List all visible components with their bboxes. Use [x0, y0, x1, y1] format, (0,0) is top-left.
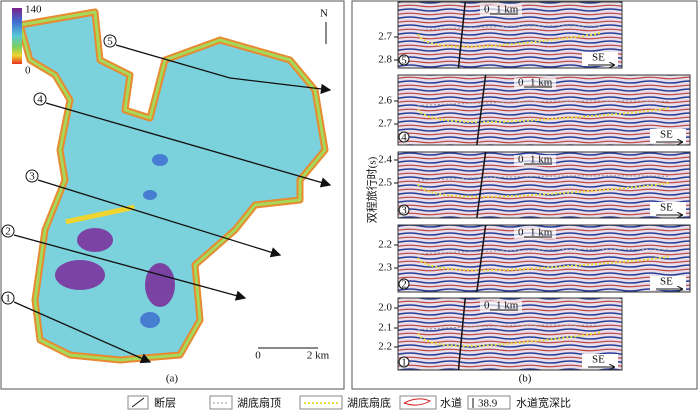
line-marker	[103, 34, 117, 48]
legend-label: 湖底扇底	[347, 396, 391, 410]
y-tick-label: 2.0	[378, 302, 392, 314]
line-number: 4	[37, 94, 43, 106]
fault	[457, 297, 466, 371]
scale-start: 0	[518, 227, 524, 239]
line-number: 5	[107, 36, 113, 48]
legend-label: 38.9	[478, 398, 498, 410]
fan-bottom	[417, 254, 671, 272]
label-box	[514, 228, 556, 239]
scale-start: 0	[484, 300, 490, 312]
legend-label: 断层	[154, 396, 176, 410]
direction: SE	[592, 52, 605, 64]
panel-number: 1	[401, 357, 407, 369]
y-tick-label: 2.7	[378, 118, 392, 130]
direction: SE	[660, 129, 673, 141]
panel-number: 4	[401, 132, 407, 144]
fan-bottom	[417, 106, 671, 124]
scale-end: 1 km	[530, 227, 553, 239]
direction: SE	[592, 354, 605, 366]
survey-line	[13, 301, 152, 364]
line-marker	[1, 224, 15, 238]
scale-end: 1 km	[496, 4, 519, 16]
panel-number: 2	[401, 279, 407, 291]
fault	[476, 224, 487, 293]
panel-label: (a)	[166, 373, 179, 385]
scale-end: 1 km	[530, 154, 553, 166]
y-tick-label: 2.8	[378, 54, 392, 66]
y-tick-label: 2.3	[378, 262, 392, 274]
panel-number: 5	[401, 55, 407, 67]
line-marker	[1, 291, 15, 305]
y-tick-label: 2.4	[378, 154, 392, 166]
panel-marker	[398, 131, 410, 143]
panel-number: 3	[401, 205, 407, 217]
scale-end: 1 km	[530, 77, 553, 89]
legend-key	[399, 395, 437, 410]
label-box	[480, 301, 522, 312]
y-tick-label: 2.6	[378, 95, 392, 107]
legend-key	[209, 395, 233, 410]
map-feature	[65, 204, 135, 225]
colorbar-min: 0	[25, 65, 31, 77]
survey-line	[37, 179, 282, 258]
y-tick-label: 2.2	[378, 341, 392, 353]
y-tick-label: 2.5	[378, 177, 392, 189]
map-area	[16, 8, 329, 364]
fan-bottom	[417, 181, 671, 198]
label-box	[514, 155, 556, 166]
legend-key	[467, 395, 511, 410]
amplitude-highs	[55, 154, 175, 328]
panel-marker	[398, 204, 410, 216]
direction: SE	[660, 202, 673, 214]
panel-marker	[398, 278, 410, 290]
label-box	[480, 5, 522, 16]
legend-label: 水道	[440, 396, 462, 410]
fault	[476, 151, 487, 219]
panel-marker	[398, 54, 410, 66]
y-axis-label: 双程旅行时(s)	[365, 156, 379, 223]
scale-start: 0	[255, 350, 261, 362]
fan-top	[417, 248, 671, 255]
y-tick-label: 2.7	[378, 31, 392, 43]
fan-top	[417, 100, 671, 106]
legend-label: 湖底扇顶	[237, 396, 281, 410]
line-marker	[25, 169, 39, 183]
direction: SE	[660, 276, 673, 288]
panel-marker	[398, 356, 410, 368]
scale-start: 0	[484, 4, 490, 16]
panel-label: (b)	[519, 373, 532, 385]
north-label: N	[320, 8, 328, 20]
panel-frame	[0, 0, 345, 390]
scale-start: 0	[518, 154, 524, 166]
y-tick-label: 2.2	[378, 239, 392, 251]
scale-start: 0	[518, 77, 524, 89]
legend-key	[299, 395, 343, 410]
legend-key	[403, 398, 432, 406]
legend-label: 水道宽深比	[516, 396, 571, 410]
scale-end: 2 km	[307, 350, 330, 362]
line-number: 2	[5, 226, 11, 238]
panel-frame	[351, 0, 698, 390]
survey-line	[115, 44, 332, 95]
colorbar-max: 140	[25, 4, 42, 16]
scale-end: 1 km	[496, 300, 519, 312]
line-number: 3	[29, 171, 35, 183]
map-edge	[18, 10, 327, 362]
fan-top	[417, 25, 603, 31]
legend: 断层 湖底扇顶 湖底扇底 水道 38.9 水道宽深比	[127, 395, 571, 410]
fault	[457, 1, 466, 69]
survey-line	[45, 102, 332, 188]
line-marker	[33, 92, 47, 106]
legend-key	[131, 397, 145, 408]
line-number: 1	[5, 293, 11, 305]
colorbar	[12, 8, 22, 64]
survey-line	[13, 234, 247, 301]
label-box	[514, 78, 556, 89]
fan-top	[417, 324, 603, 331]
legend-key	[127, 395, 149, 410]
fault	[476, 74, 487, 146]
y-tick-label: 2.1	[378, 322, 392, 334]
fan-top	[417, 175, 671, 181]
